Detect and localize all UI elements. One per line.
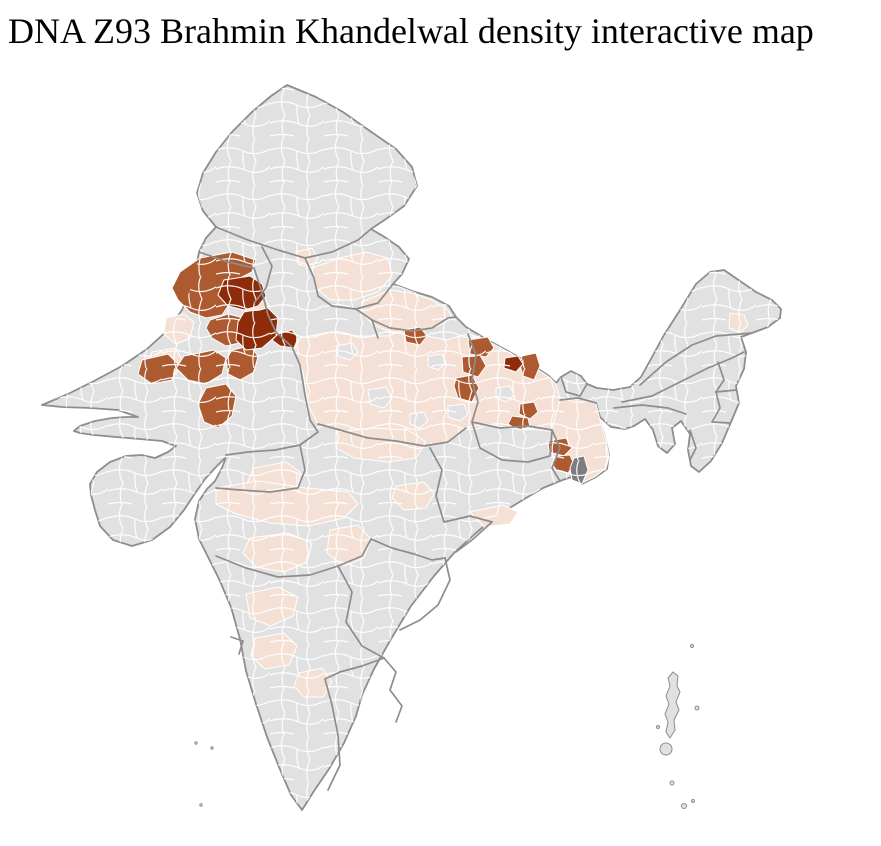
state-border-line — [324, 657, 385, 791]
state-border-line — [613, 404, 687, 415]
state-border-line — [370, 538, 446, 561]
state-border-line — [715, 361, 737, 393]
islet — [690, 644, 694, 648]
islet — [199, 803, 203, 807]
state-border-line — [317, 423, 467, 447]
state-border-line — [225, 331, 319, 456]
state-border-line — [621, 351, 745, 403]
state-border-line — [383, 657, 403, 723]
state-border-line — [198, 251, 277, 333]
state-border-line — [253, 246, 273, 304]
island-andaman[interactable] — [664, 671, 681, 739]
state-border-line — [429, 447, 493, 523]
island-round[interactable] — [659, 742, 673, 756]
state-borders — [198, 226, 753, 791]
state-border-line — [371, 319, 379, 339]
state-border-line — [467, 333, 553, 431]
state-border-line — [471, 421, 553, 463]
islands — [194, 644, 700, 809]
islet — [656, 725, 660, 729]
state-border-line — [304, 257, 394, 310]
state-border-line — [711, 391, 731, 424]
islet — [194, 741, 198, 745]
islet — [694, 705, 700, 711]
islet — [681, 803, 687, 809]
islet — [210, 746, 214, 750]
state-border-line — [551, 429, 561, 482]
state-border-line — [689, 429, 697, 461]
page-title: DNA Z93 Brahmin Khandelwal density inter… — [8, 11, 814, 51]
state-border-line — [337, 565, 385, 659]
state-border-line — [560, 376, 588, 397]
state-border-line — [559, 397, 597, 404]
state-border-line — [230, 636, 244, 655]
state-border-line — [639, 332, 753, 386]
state-border-line — [215, 538, 372, 578]
state-border-line — [399, 557, 451, 631]
islet — [669, 780, 675, 786]
state-border-line — [215, 444, 306, 493]
state-border-line — [455, 521, 493, 553]
islet — [691, 799, 695, 803]
